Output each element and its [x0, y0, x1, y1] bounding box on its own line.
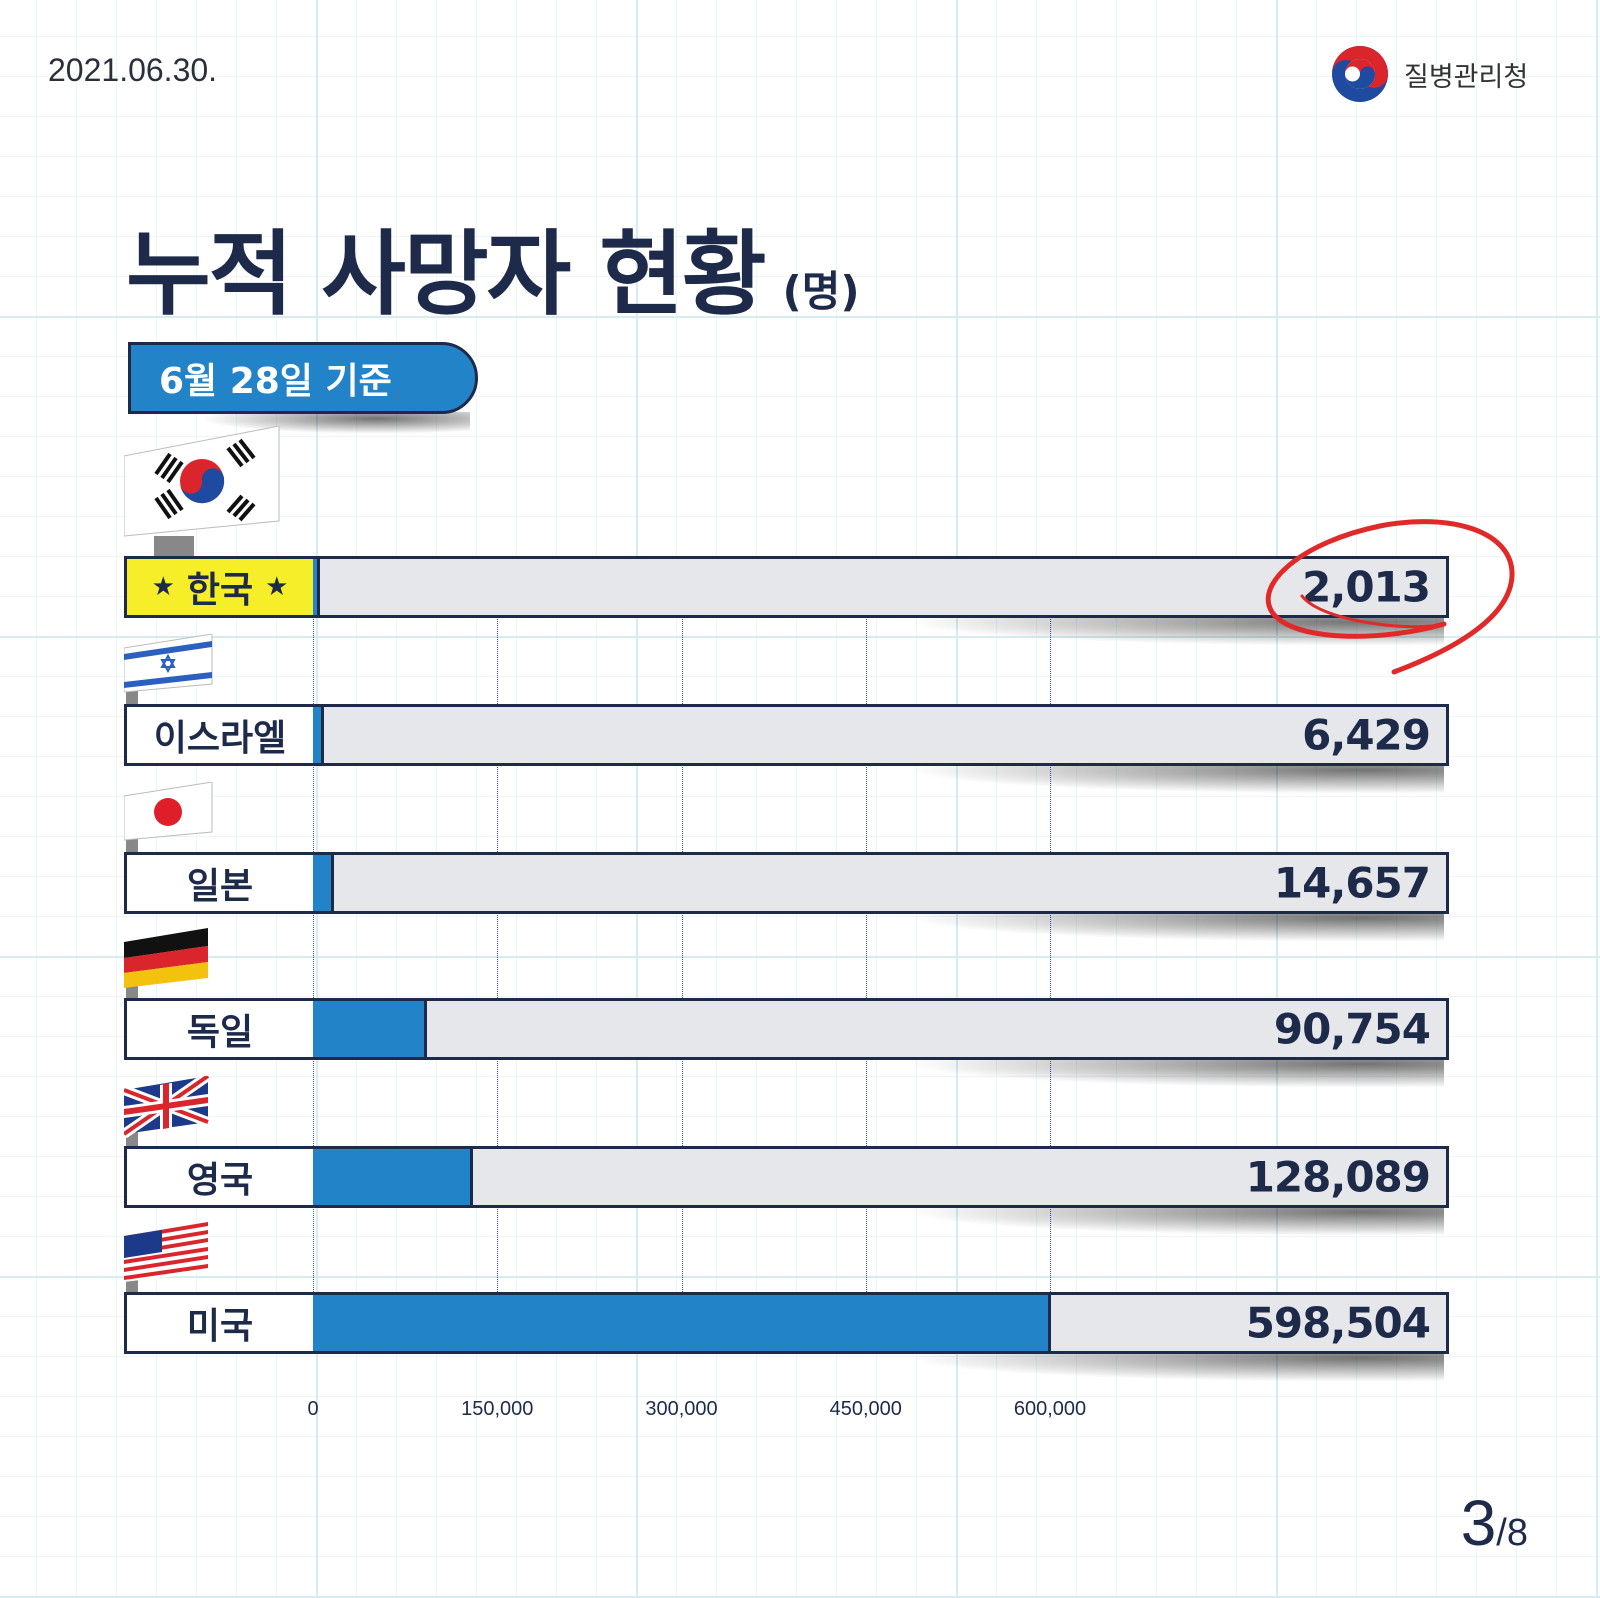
bar — [313, 855, 334, 911]
country-flag-icon — [123, 633, 216, 708]
bar-track: 128,089 — [313, 1146, 1449, 1208]
bar-value-label: 128,089 — [1245, 1152, 1431, 1202]
bar-row: ★ 한국 ★ 2,013 — [123, 425, 1480, 646]
bar-shadow — [904, 1206, 1444, 1236]
category-label: 일본 — [124, 852, 316, 914]
page-current: 3 — [1460, 1487, 1497, 1559]
page-indicator: 3/8 — [1461, 1486, 1528, 1560]
x-tick-label: 300,000 — [645, 1398, 718, 1420]
x-tick-label: 600,000 — [1013, 1398, 1087, 1420]
bar-value-label: 90,754 — [1273, 1004, 1431, 1054]
category-label: 이스라엘 — [124, 704, 316, 766]
bar-track: 2,013 — [313, 556, 1449, 618]
bar — [313, 559, 320, 615]
category-text: 한국 — [186, 570, 254, 611]
bar-row: 영국 128,089 — [121, 1071, 1480, 1236]
x-tick-label: 150,000 — [461, 1398, 534, 1420]
star-icon: ★ — [265, 572, 289, 602]
bar-track: 6,429 — [313, 704, 1449, 766]
bar-value-label: 6,429 — [1302, 710, 1431, 760]
page-total: /8 — [1496, 1512, 1528, 1554]
star-icon: ★ — [151, 572, 175, 602]
bar-value-label: 2,013 — [1302, 562, 1431, 612]
bar-track: 14,657 — [313, 852, 1449, 914]
bar — [313, 1295, 1052, 1351]
bar-track: 598,504 — [313, 1292, 1449, 1354]
bar — [313, 1001, 428, 1057]
grid-line — [681, 556, 683, 1352]
x-tick-label: 0 — [307, 1398, 319, 1420]
x-tick-label: 450,000 — [829, 1398, 902, 1420]
grid-line — [1050, 556, 1051, 1352]
title-unit: (명) — [782, 267, 860, 316]
agency-logo: 질병관리청 — [1330, 44, 1570, 104]
grid-line — [865, 556, 867, 1352]
category-label: 미국 — [124, 1292, 316, 1354]
category-label: ★ 한국 ★ — [124, 556, 316, 618]
bar-shadow — [904, 1352, 1444, 1382]
agency-name: 질병관리청 — [1404, 61, 1529, 93]
bar-track: 90,754 — [313, 998, 1449, 1060]
bar-shadow — [904, 912, 1444, 942]
bar-shadow — [904, 1058, 1444, 1088]
title-main: 누적 사망자 현황 — [126, 221, 767, 328]
country-flag-icon — [124, 928, 216, 1002]
bar-row: 미국 598,504 — [124, 1222, 1480, 1382]
bar-row: 독일 90,754 — [124, 928, 1480, 1088]
grid-line — [313, 556, 314, 1352]
grid-line — [497, 556, 499, 1352]
page-title: 누적 사망자 현황 (명) — [126, 200, 860, 333]
date-label: 2021.06.30. — [48, 52, 218, 88]
highlight-circle-icon — [1265, 519, 1515, 675]
bar — [313, 1149, 474, 1205]
country-flag-icon — [121, 1071, 216, 1150]
taegeuk-logo-icon — [1332, 46, 1388, 102]
bar-row: 이스라엘 6,429 — [123, 633, 1480, 794]
bar-row: 일본 14,657 — [123, 781, 1480, 942]
bar-value-label: 598,504 — [1245, 1298, 1431, 1348]
date-basis-badge: 6월 28일 기준 — [128, 342, 478, 414]
date-basis-text: 6월 28일 기준 — [159, 361, 392, 402]
country-flag-icon — [123, 425, 284, 560]
country-flag-icon — [123, 781, 216, 856]
category-label: 독일 — [124, 998, 316, 1060]
bar-shadow — [904, 764, 1444, 794]
category-label: 영국 — [124, 1146, 316, 1208]
country-flag-icon — [124, 1222, 216, 1296]
bar — [313, 707, 324, 763]
bar-value-label: 14,657 — [1273, 858, 1431, 908]
